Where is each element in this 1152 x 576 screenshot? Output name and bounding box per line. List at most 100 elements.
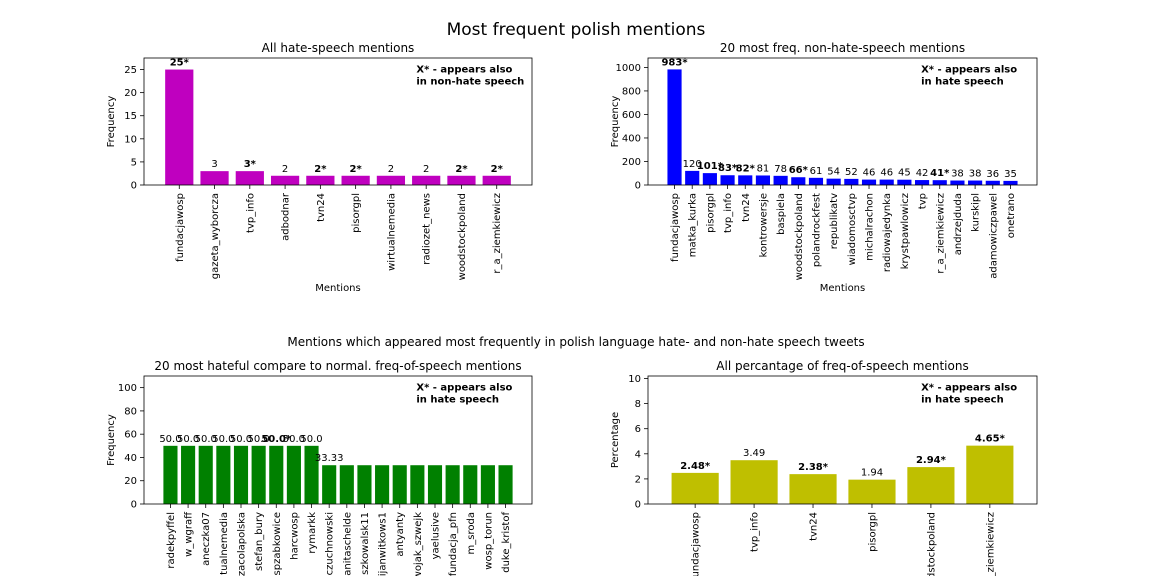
bar bbox=[667, 69, 682, 185]
bar-value-label: 50.0 bbox=[283, 434, 305, 445]
bar bbox=[235, 171, 264, 185]
bar bbox=[1003, 180, 1018, 185]
axes-frame bbox=[647, 57, 1038, 186]
chart-most-hateful-ratio: 20 most hateful compare to normal. freq-… bbox=[106, 359, 533, 576]
figure-title: Most frequent polish mentions bbox=[447, 20, 706, 40]
bar bbox=[269, 445, 284, 504]
x-tick-label: zacolapolska bbox=[237, 512, 248, 576]
bar-value-label: 81 bbox=[757, 163, 770, 174]
bar bbox=[671, 472, 719, 504]
y-tick-label: 15 bbox=[124, 111, 137, 122]
bar-value-label: 41* bbox=[930, 168, 950, 179]
bar bbox=[738, 175, 753, 185]
x-tick-label: fundacjawosp bbox=[670, 193, 681, 262]
bar-value-label: 2 bbox=[282, 164, 288, 175]
bar-value-label: 82* bbox=[736, 163, 756, 174]
bar bbox=[339, 465, 354, 504]
bar bbox=[200, 171, 229, 185]
x-tick-label: republikatv bbox=[829, 193, 840, 249]
y-tick-label: 60 bbox=[124, 430, 137, 441]
bar-value-label: 4.65* bbox=[975, 434, 1006, 445]
y-tick-label: 1000 bbox=[616, 63, 641, 74]
bar-value-label: 3 bbox=[211, 159, 217, 170]
bar-value-label: 101* bbox=[697, 161, 724, 172]
y-axis-label: Frequency bbox=[610, 96, 621, 148]
bar-value-label: 50.0 bbox=[248, 434, 270, 445]
x-tick-label: krystpawlowicz bbox=[900, 193, 911, 269]
bar bbox=[861, 179, 877, 185]
bar bbox=[181, 445, 196, 504]
middle-title: Mentions which appeared most frequently … bbox=[287, 335, 864, 349]
bar bbox=[879, 179, 894, 185]
x-tick-label: tualnemedia bbox=[219, 512, 230, 575]
bar-value-label: 42 bbox=[916, 168, 929, 179]
x-tick-label: radekpyffel bbox=[166, 512, 177, 569]
x-tick-label: gazeta_wyborcza bbox=[210, 193, 221, 279]
x-tick-label: stefan_bury bbox=[254, 512, 265, 571]
y-tick-label: 0 bbox=[635, 181, 641, 192]
bar bbox=[826, 178, 841, 185]
bar-value-label: 46 bbox=[863, 168, 876, 179]
bar bbox=[720, 175, 735, 185]
chart-title: 20 most hateful compare to normal. freq-… bbox=[154, 359, 521, 373]
x-tick-label: woodstockpoland bbox=[794, 193, 805, 280]
x-tick-label: spzabkowice bbox=[272, 512, 283, 575]
bar bbox=[233, 445, 249, 504]
bar bbox=[808, 177, 824, 185]
x-tick-label: adamowiczpawel bbox=[988, 193, 999, 279]
bar bbox=[375, 465, 390, 504]
x-tick-label: radiozet_news bbox=[422, 193, 433, 265]
bar-value-label: 46 bbox=[880, 168, 893, 179]
x-tick-label: radiowajedynka bbox=[882, 193, 893, 272]
bar bbox=[163, 445, 178, 504]
x-tick-label: fundacjawosp bbox=[691, 512, 702, 576]
y-tick-label: 5 bbox=[131, 157, 137, 168]
y-tick-label: 80 bbox=[124, 406, 137, 417]
bar bbox=[341, 175, 370, 185]
x-tick-label: pisorgpl bbox=[705, 193, 716, 233]
bar bbox=[392, 465, 407, 504]
bar bbox=[412, 175, 441, 185]
x-tick-label: yaelusive bbox=[431, 512, 442, 559]
x-tick-label: r_a_ziemkiewicz bbox=[492, 193, 503, 274]
bar-value-label: 38 bbox=[969, 169, 982, 180]
chart-title: All percantage of freq-of-speech mention… bbox=[716, 359, 968, 373]
y-tick-label: 0 bbox=[131, 500, 137, 511]
bar-value-label: 50.0 bbox=[300, 434, 322, 445]
legend-note: X* - appears also bbox=[921, 382, 1017, 393]
chart-title: All hate-speech mentions bbox=[262, 41, 415, 55]
bar bbox=[791, 177, 806, 185]
y-tick-label: 10 bbox=[124, 134, 137, 145]
bar-value-label: 36 bbox=[986, 169, 999, 180]
y-axis-label: Frequency bbox=[106, 414, 117, 466]
legend-note: X* - appears also bbox=[416, 64, 512, 75]
x-tick-label: tvn24 bbox=[809, 512, 820, 541]
x-tick-label: tvp_info bbox=[750, 512, 761, 552]
x-tick-label: tvp_info bbox=[245, 193, 256, 233]
x-tick-label: michalrachon bbox=[865, 193, 876, 261]
x-tick-label: m_sroda bbox=[466, 512, 477, 554]
y-tick-label: 200 bbox=[622, 157, 641, 168]
y-tick-label: 4 bbox=[635, 449, 641, 460]
x-tick-label: duke_kristof bbox=[501, 512, 512, 573]
bar bbox=[897, 179, 912, 185]
bar bbox=[357, 465, 372, 504]
bar bbox=[410, 465, 425, 504]
bar bbox=[270, 175, 300, 185]
x-tick-label: polandrockfest bbox=[811, 193, 822, 267]
bar-value-label: 78 bbox=[774, 164, 787, 175]
y-tick-label: 10 bbox=[628, 374, 641, 385]
chart-hate-speech-mentions: All hate-speech mentions 0 5 10 15 20 25 25* fun… bbox=[106, 41, 533, 294]
bar bbox=[165, 69, 194, 185]
bar-value-label: 50.0 bbox=[177, 434, 199, 445]
bar bbox=[198, 445, 213, 504]
legend-note: in hate speech bbox=[416, 394, 499, 405]
bar bbox=[498, 465, 513, 504]
chart-title: 20 most freq. non-hate-speech mentions bbox=[720, 41, 965, 55]
legend-note: X* - appears also bbox=[921, 64, 1017, 75]
y-tick-label: 2 bbox=[635, 474, 641, 485]
bar bbox=[322, 465, 337, 504]
bar bbox=[286, 445, 301, 504]
y-tick-label: 8 bbox=[635, 399, 641, 410]
bar-value-label: 983* bbox=[661, 57, 688, 68]
